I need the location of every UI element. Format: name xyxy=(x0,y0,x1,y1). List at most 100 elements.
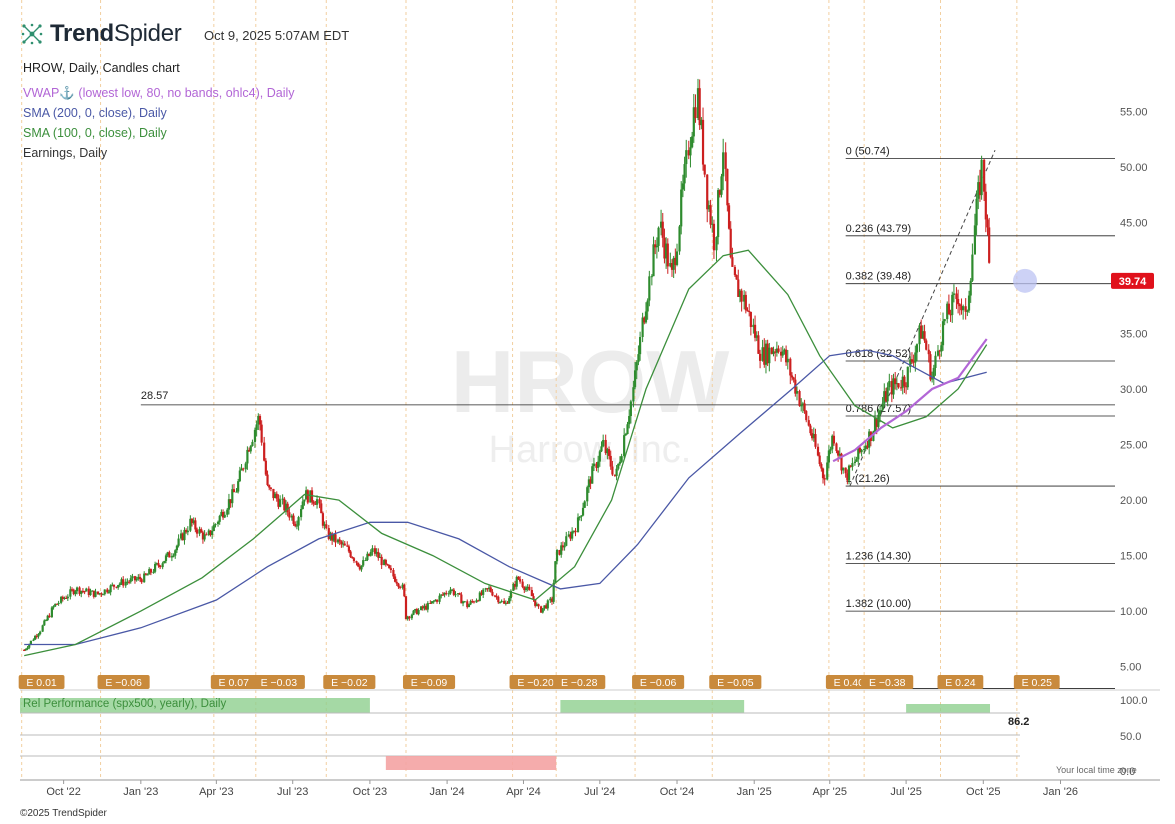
candle-body xyxy=(198,529,201,534)
candle-body xyxy=(343,543,346,546)
candle-body xyxy=(207,530,210,535)
candle-body xyxy=(503,600,506,604)
candle-body xyxy=(186,530,189,533)
candle-body xyxy=(707,205,711,210)
y-tick-label: 15.00 xyxy=(1120,551,1148,563)
candle-body xyxy=(120,579,123,584)
candle-body xyxy=(253,429,257,442)
candle-body xyxy=(39,631,42,635)
candle-body xyxy=(323,524,326,526)
candle-body xyxy=(255,424,258,430)
candle-body xyxy=(932,367,935,379)
candle-body xyxy=(809,425,812,434)
candle-body xyxy=(434,599,437,602)
candle-body xyxy=(537,604,540,607)
candle-body xyxy=(364,560,367,562)
candle-body xyxy=(943,319,946,322)
candle-body xyxy=(340,541,343,545)
candle-body xyxy=(477,600,480,602)
candle-body xyxy=(399,586,402,588)
candle-body xyxy=(349,551,352,557)
legend-earnings[interactable]: Earnings, Daily xyxy=(23,146,108,160)
candle-body xyxy=(493,595,497,597)
candle-body xyxy=(680,189,683,227)
fib-level-label: 0.236 (43.79) xyxy=(846,223,911,235)
rel-performance-area xyxy=(560,700,745,713)
candle-body xyxy=(388,564,391,569)
x-tick-label: Jul '24 xyxy=(584,786,615,798)
candle-body xyxy=(689,147,692,156)
candle-body xyxy=(352,558,356,562)
candle-body xyxy=(831,435,834,450)
candle-body xyxy=(777,348,780,352)
x-tick-label: Jan '24 xyxy=(430,786,465,798)
x-tick-label: Jan '26 xyxy=(1043,786,1078,798)
candle-body xyxy=(591,466,594,484)
candle-body xyxy=(733,266,737,276)
candle-body xyxy=(443,592,446,595)
candle-body xyxy=(288,512,291,518)
candle-body xyxy=(458,593,461,595)
candle-body xyxy=(790,375,794,378)
candle-body xyxy=(94,591,97,597)
candle-body xyxy=(696,88,700,119)
candle-body xyxy=(129,578,132,582)
earnings-badge xyxy=(1013,675,1060,689)
candle-body xyxy=(456,593,460,595)
candle-body xyxy=(958,304,961,307)
candle-body xyxy=(183,529,186,541)
candle-body xyxy=(938,350,941,352)
candle-body xyxy=(947,303,950,315)
candle-body xyxy=(909,359,912,367)
candle-body xyxy=(149,569,153,573)
candle-body xyxy=(521,581,524,588)
candle-body xyxy=(840,453,843,471)
candle-body xyxy=(783,349,786,352)
candle-body xyxy=(571,531,574,539)
brand-bold: Trend xyxy=(50,20,114,47)
legend-sma100[interactable]: SMA (100, 0, close), Daily xyxy=(23,126,167,140)
candle-body xyxy=(592,463,596,467)
candle-body xyxy=(378,556,382,558)
candle-body xyxy=(29,640,33,645)
watermark-ticker: HROW xyxy=(451,332,730,431)
candle-body xyxy=(563,545,566,548)
candle-body xyxy=(295,525,299,527)
candle-body xyxy=(920,325,923,339)
legend-vwap-name: VWAP xyxy=(23,86,60,100)
candle-body xyxy=(735,275,738,280)
candle-body xyxy=(517,576,520,580)
earnings-badge-label: E −0.03 xyxy=(261,677,298,689)
candle-body xyxy=(237,481,240,492)
candle-body xyxy=(580,515,583,517)
candle-body xyxy=(927,349,930,355)
candle-body xyxy=(126,581,129,583)
legend-vwap[interactable]: VWAP⚓ (lowest low, 80, no bands, ohlc4),… xyxy=(23,86,295,101)
candle-body xyxy=(829,449,832,451)
candle-body xyxy=(973,225,977,255)
candle-body xyxy=(327,528,330,539)
candle-body xyxy=(523,587,526,591)
y-tick-label: 50.00 xyxy=(1120,162,1148,174)
candle-body xyxy=(69,589,72,597)
candle-body xyxy=(969,280,972,296)
candle-body xyxy=(552,582,555,602)
candle-body xyxy=(508,598,511,604)
candle-body xyxy=(251,441,254,446)
candle-body xyxy=(652,244,655,277)
candle-body xyxy=(698,88,701,126)
candle-body xyxy=(60,596,63,603)
candle-body xyxy=(266,474,269,486)
candle-body xyxy=(34,635,37,640)
legend-sma200[interactable]: SMA (200, 0, close), Daily xyxy=(23,106,167,120)
candle-body xyxy=(72,589,75,595)
candle-body xyxy=(223,514,226,518)
candle-body xyxy=(899,387,903,389)
candle-body xyxy=(367,553,371,556)
chart-title: HROW, Daily, Candles chart xyxy=(23,61,180,75)
candle-body xyxy=(821,468,825,479)
candle-body xyxy=(366,553,369,561)
candle-body xyxy=(87,588,90,596)
y-tick-label: 10.00 xyxy=(1120,606,1148,618)
